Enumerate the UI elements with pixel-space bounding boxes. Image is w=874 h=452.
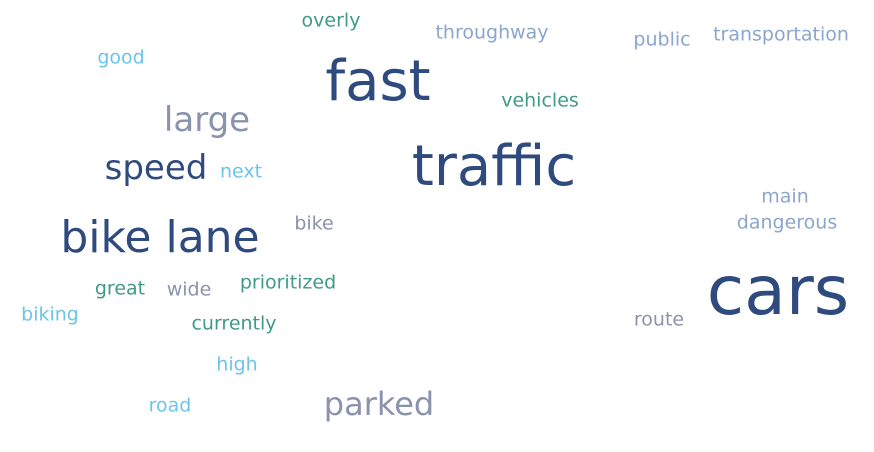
- word-great: great: [94, 277, 146, 300]
- word-road: road: [148, 394, 192, 417]
- word-wide: wide: [166, 278, 212, 301]
- word-speed: speed: [104, 148, 208, 188]
- word-good: good: [97, 46, 145, 69]
- word-public: public: [633, 28, 691, 51]
- word-prioritized: prioritized: [239, 271, 337, 294]
- word-transportation: transportation: [713, 23, 849, 46]
- word-large: large: [163, 100, 251, 140]
- word-bike: bike: [294, 212, 334, 235]
- word-bike-lane: bike lane: [60, 212, 260, 263]
- word-currently: currently: [191, 312, 277, 335]
- word-fast: fast: [325, 49, 431, 114]
- word-main: main: [761, 185, 809, 208]
- word-throughway: throughway: [435, 21, 549, 44]
- word-next: next: [219, 160, 263, 183]
- word-overly: overly: [301, 9, 361, 32]
- word-traffic: traffic: [411, 134, 577, 199]
- word-parked: parked: [323, 385, 435, 423]
- word-cars: cars: [706, 252, 850, 331]
- word-high: high: [216, 353, 258, 376]
- word-vehicles: vehicles: [501, 89, 579, 112]
- word-route: route: [633, 308, 685, 331]
- word-biking: biking: [21, 303, 79, 326]
- word-dangerous: dangerous: [736, 211, 838, 234]
